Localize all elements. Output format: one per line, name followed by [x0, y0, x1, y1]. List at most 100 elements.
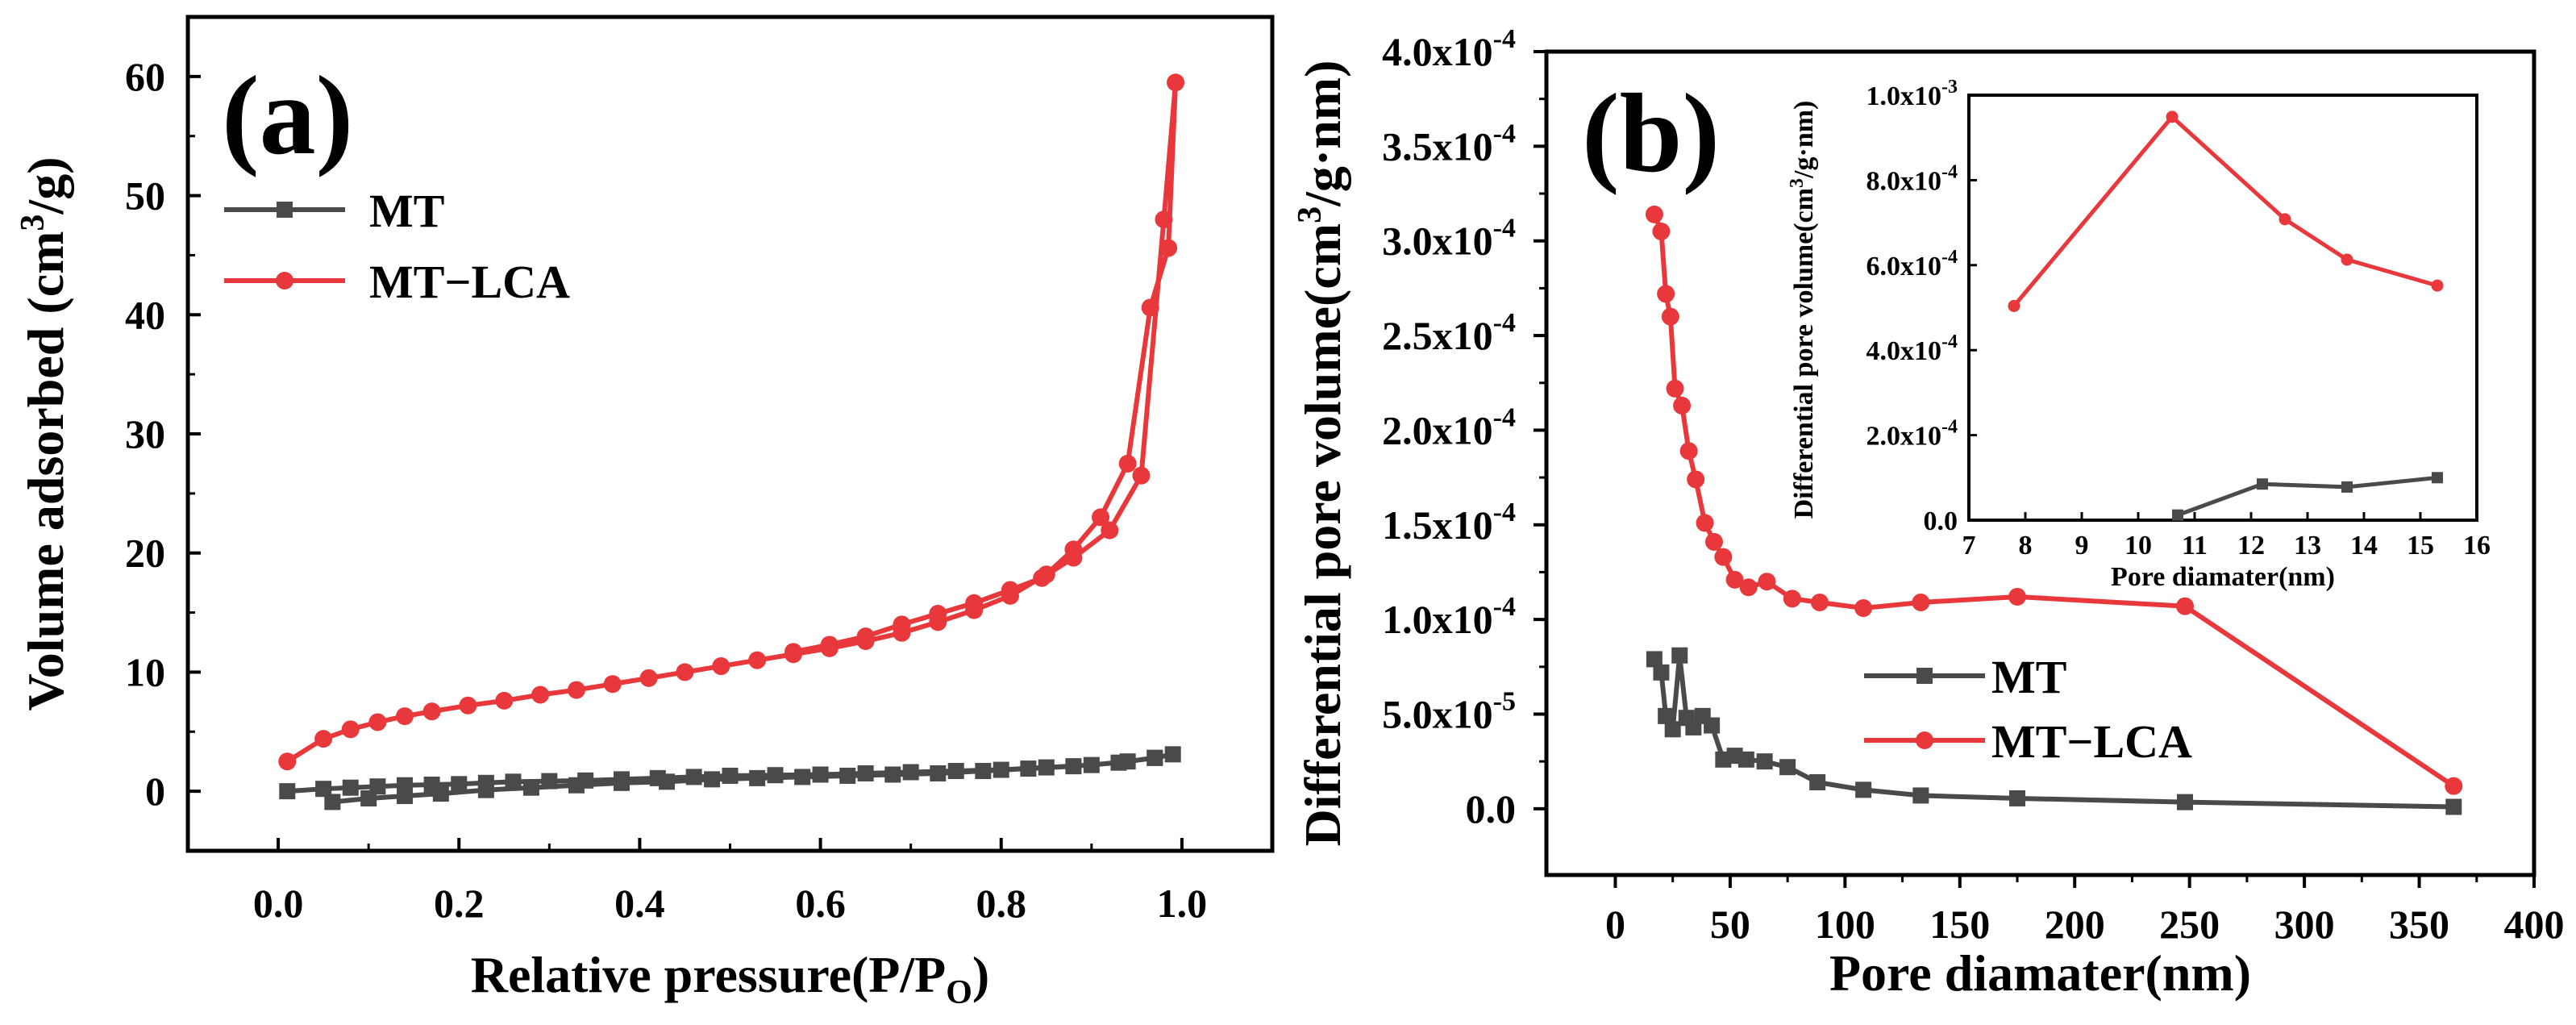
series-mt-lca-point	[1783, 590, 1801, 608]
series-mt-point	[614, 774, 630, 791]
inset-series-mt-lca-point	[2166, 110, 2179, 123]
series-mt-point	[1020, 760, 1037, 777]
y-tick-exponent: -4	[1493, 24, 1516, 54]
inset-x-tick-label: 10	[2124, 531, 2152, 560]
panel-a: 0.0 0.2 0.4 0.6 0.8 1.0 0 10 20 30 40 50 60 Relative …	[15, 15, 1275, 1011]
inset-x-tick-label: 13	[2294, 531, 2321, 560]
inset-series-mt-point	[2432, 472, 2443, 484]
series-mt-point	[930, 765, 947, 781]
series-mt-lca-point	[820, 635, 839, 654]
series-mt-point	[1664, 721, 1681, 738]
series-mt-lca-point	[1912, 594, 1930, 612]
series-mt-point	[2176, 794, 2193, 810]
y-tick-label: 0	[145, 769, 165, 814]
inset-x-axis-title: Pore diamater(nm)	[2111, 562, 2335, 592]
legend-marker	[276, 272, 293, 290]
inset-series-mt-lca-point	[2431, 279, 2444, 292]
series-mt-point	[1147, 749, 1163, 766]
y-tick-exponent: -4	[1493, 119, 1516, 148]
series-mt-lca-point	[2445, 777, 2463, 795]
legend-label: MT	[1991, 651, 2066, 703]
inset-y-tick-mantissa: 1.0x10	[1866, 81, 1942, 111]
x-tick-label: 400	[2504, 902, 2565, 947]
series-mt-lca-point	[712, 657, 730, 676]
x-tick-label: 300	[2274, 902, 2335, 947]
series-mt-lca-point	[603, 675, 622, 694]
series-mt-lca-point	[1159, 239, 1178, 257]
series-mt-lca-point	[748, 651, 767, 669]
series-mt-point	[522, 779, 539, 796]
y-tick-exponent: -4	[1493, 498, 1516, 527]
y-tick-label: 4.0x10-4	[1382, 24, 1516, 74]
inset-series-mt-lca-point	[2341, 253, 2353, 266]
inset-series-mt-lca-point	[2008, 299, 2020, 312]
series-mt-point	[1671, 647, 1688, 664]
y-tick-label: 60	[125, 54, 165, 99]
series-mt-lca-point	[314, 730, 333, 748]
series-mt-lca-point	[1652, 222, 1671, 240]
series-mt-lca-point	[396, 707, 414, 726]
series-mt-point	[1658, 707, 1675, 724]
inset-x-tick-label: 15	[2407, 531, 2434, 560]
inset-y-tick-mantissa: 4.0x10	[1866, 336, 1942, 366]
x-axis-title-end: )	[972, 946, 989, 1003]
series-mt-lca-point	[1687, 470, 1705, 489]
panel-label: (a)	[222, 53, 353, 178]
inset-series-mt-lca-line	[2012, 115, 2438, 307]
series-mt-point	[1756, 753, 1773, 770]
inset-y-tick-exponent: -4	[1941, 247, 1958, 268]
x-axis-title-main: Relative pressure(P/P	[471, 946, 947, 1003]
series-mt-lca-point	[1758, 573, 1776, 591]
inset-x-tick-label: 16	[2463, 531, 2491, 560]
series-mt-point	[794, 769, 811, 785]
series-mt-point	[1653, 664, 1670, 681]
x-tick-label: 0.0	[253, 881, 304, 926]
inset-y-tick-label: 0.0	[1924, 506, 1958, 536]
x-tick-label: 200	[2045, 902, 2105, 947]
inset-frame	[1967, 94, 2478, 522]
legend: MT MT−LCA	[1864, 651, 2192, 768]
series-mt-lca-point	[1064, 548, 1083, 567]
series-mt-point	[451, 776, 468, 793]
x-tick-label: 0.6	[795, 881, 846, 926]
series-mt-point	[2009, 790, 2026, 806]
inset-y-axis-title-main: Differential pore volume(cm	[1789, 188, 1819, 519]
legend-label: MT−LCA	[369, 256, 570, 308]
x-tick-label: 150	[1929, 902, 1990, 947]
y-tick-mantissa: 0.0	[1466, 786, 1517, 831]
panel-b: 0 50 100 150 200 250 300 350 400 0.0 5.0x10-5 1.0x1…	[1292, 24, 2565, 1002]
x-tick-label: 1.0	[1157, 881, 1208, 926]
inset-x-tick-label: 14	[2350, 531, 2378, 560]
series-mt-lca-point	[965, 594, 984, 612]
y-tick-label: 2.0x10-4	[1382, 402, 1516, 452]
series-mt-point	[1164, 746, 1181, 763]
series-mt-point	[342, 779, 359, 796]
series-mt-lca-point	[341, 720, 360, 739]
series-mt-point	[324, 794, 341, 810]
x-tick-label: 0.8	[976, 881, 1027, 926]
x-axis-title: Relative pressure(P/PO)	[471, 946, 989, 1011]
y-axis-title-end: /g·nm)	[1294, 60, 1351, 207]
series-mt-lca-point	[1645, 205, 1663, 223]
series-mt-point	[884, 766, 901, 783]
inset-x-tick-label: 8	[2019, 531, 2033, 560]
series-mt-point	[360, 790, 377, 807]
x-tick-label: 0.4	[614, 881, 665, 926]
inset-y-tick-exponent: -3	[1941, 77, 1958, 98]
inset-y-tick-label: 2.0x10-4	[1866, 417, 1958, 452]
series-mt-point	[541, 773, 558, 790]
series-mt-lca-point	[459, 696, 477, 715]
series-mt-lca-point	[567, 681, 585, 699]
legend-label: MT−LCA	[1991, 715, 2192, 768]
inset-y-tick-exponent: -4	[1941, 161, 1958, 182]
legend-marker	[277, 202, 293, 218]
series-mt-lca-point	[1118, 454, 1137, 473]
series-mt-lca-point	[1854, 599, 1873, 618]
series-mt-point	[315, 781, 332, 798]
series-mt-point	[505, 773, 522, 790]
x-tick-label: 0.2	[434, 881, 485, 926]
inset-y-tick-label: 8.0x10-4	[1866, 161, 1958, 196]
series-mt-lca-point	[1725, 570, 1744, 589]
series-mt-point	[1737, 751, 1754, 768]
